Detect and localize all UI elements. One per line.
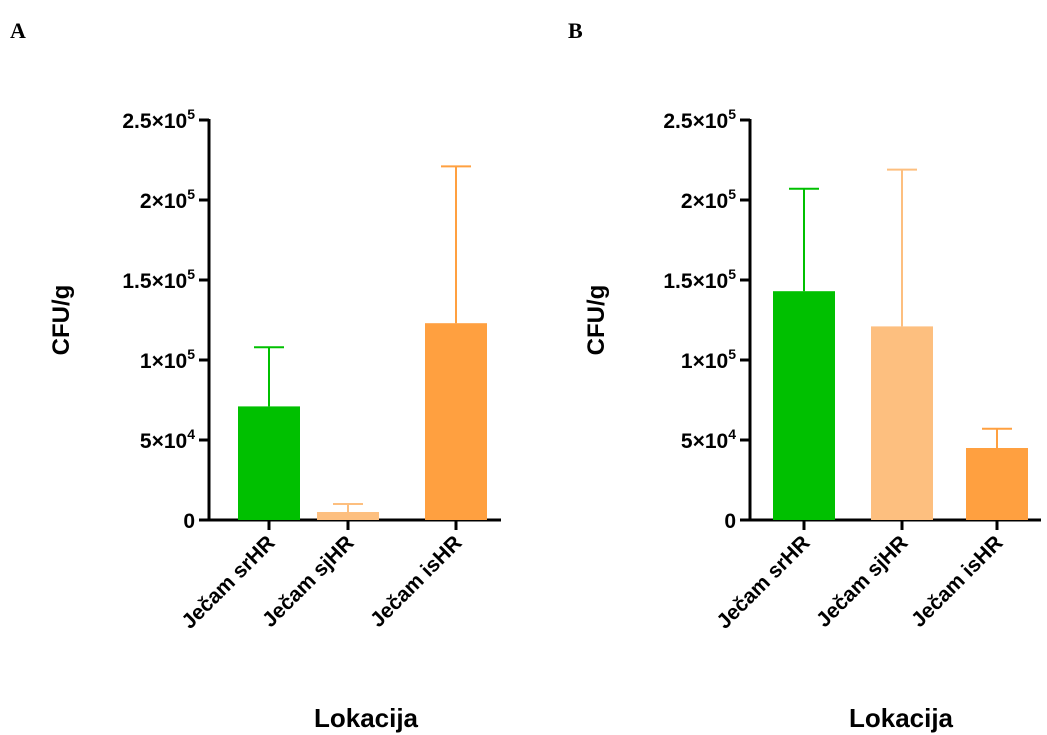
bar bbox=[425, 323, 487, 520]
y-tick-label: 1.5×105 bbox=[663, 266, 736, 293]
y-tick-label: 1×105 bbox=[140, 346, 195, 373]
bar bbox=[966, 448, 1028, 520]
y-tick-label: 1×105 bbox=[681, 346, 736, 373]
y-tick-label: 5×104 bbox=[681, 426, 736, 453]
bar bbox=[317, 512, 379, 520]
y-tick-label: 2×105 bbox=[681, 186, 736, 213]
y-tick-label: 2.5×105 bbox=[122, 106, 195, 133]
bar bbox=[773, 291, 835, 520]
panel-b-letter: B bbox=[568, 18, 583, 43]
y-tick-label: 1.5×105 bbox=[122, 266, 195, 293]
x-tick-label: Ječam isHR bbox=[907, 531, 1007, 631]
y-tick-label: 2.5×105 bbox=[663, 106, 736, 133]
y-tick-label: 0 bbox=[724, 510, 736, 533]
panel-a-letter: A bbox=[10, 18, 26, 43]
x-tick-label: Ječam sjHR bbox=[812, 531, 912, 631]
x-axis-label: Lokacija bbox=[849, 703, 954, 733]
y-tick-label: 2×105 bbox=[140, 186, 195, 213]
y-axis-label: CFU/g bbox=[48, 285, 75, 356]
y-tick-label: 0 bbox=[183, 510, 195, 533]
bar bbox=[238, 406, 300, 520]
x-axis-label: Lokacija bbox=[314, 703, 419, 733]
x-tick-label: Ječam srHR bbox=[712, 531, 814, 633]
x-tick-label: Ječam isHR bbox=[366, 531, 466, 631]
chart-b: 0 5×104 1×105 1.5×105 2×105 2.5×105 Ječam srHR… bbox=[583, 106, 1041, 733]
y-axis-label: CFU/g bbox=[583, 285, 610, 356]
bar bbox=[871, 326, 933, 520]
y-tick-label: 5×104 bbox=[140, 426, 195, 453]
